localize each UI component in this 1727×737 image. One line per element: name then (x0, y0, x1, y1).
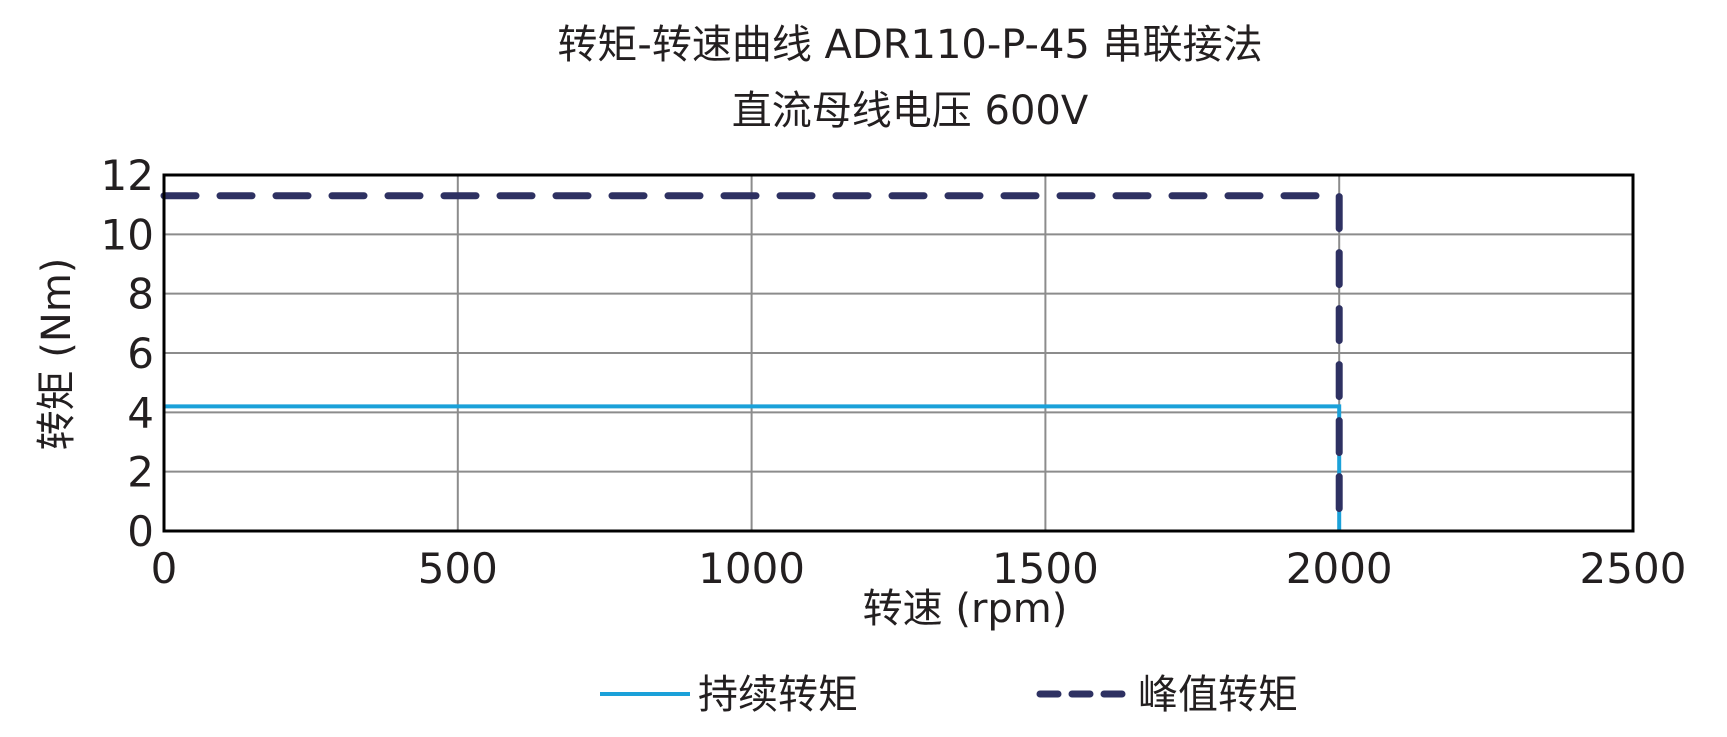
chart-title: 转矩-转速曲线 ADR110-P-45 串联接法 (557, 22, 1262, 68)
series-line-peak-torque (160, 192, 1343, 535)
legend-label: 峰值转矩 (1138, 672, 1298, 718)
y-tick-labels: 0 2 4 6 8 10 12 (101, 151, 154, 556)
series-lines (160, 192, 1343, 535)
x-tick-label: 500 (418, 544, 498, 593)
y-tick-label: 6 (127, 329, 154, 378)
legend: 持续转矩 峰值转矩 (600, 672, 1298, 718)
x-tick-label: 0 (151, 544, 178, 593)
y-tick-label: 4 (127, 388, 154, 437)
x-tick-label: 1500 (992, 544, 1099, 593)
x-tick-label: 2000 (1286, 544, 1393, 593)
x-axis-label: 转速 (rpm) (863, 586, 1068, 632)
grid (163, 174, 1634, 532)
y-tick-label: 2 (127, 448, 154, 497)
y-tick-label: 10 (101, 210, 154, 259)
y-axis-label: 转矩 (Nm) (34, 258, 80, 451)
x-tick-labels: 0 500 1000 1500 2000 2500 (151, 544, 1687, 593)
chart-subtitle: 直流母线电压 600V (732, 88, 1089, 134)
x-tick-label: 1000 (698, 544, 805, 593)
x-tick-label: 2500 (1580, 544, 1687, 593)
y-tick-label: 0 (127, 507, 154, 556)
plot-frame (162, 173, 1635, 533)
y-tick-label: 12 (101, 151, 154, 200)
y-tick-label: 8 (127, 270, 154, 319)
legend-label: 持续转矩 (698, 672, 858, 718)
